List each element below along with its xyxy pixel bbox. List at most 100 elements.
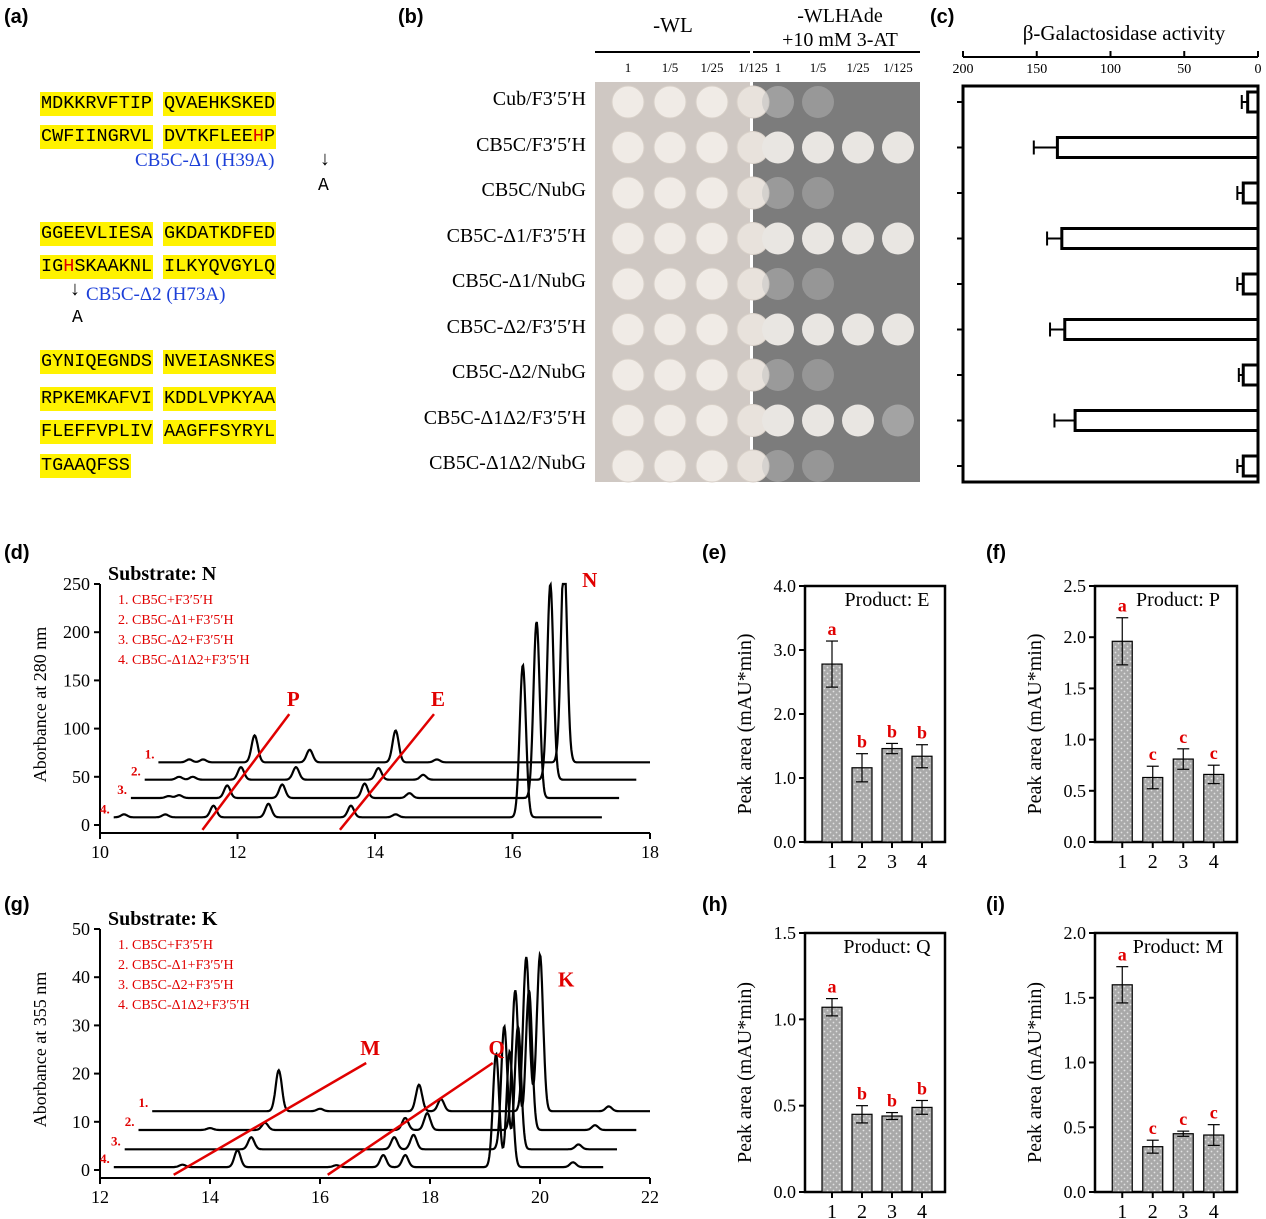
beta-gal-bar: [1241, 272, 1260, 296]
plot-frame: [1093, 584, 1239, 844]
y-tick-label: 1.5: [1064, 678, 1087, 698]
wlhade-header: -WLHAde: [797, 5, 883, 27]
trace-label: 2.: [125, 1114, 135, 1129]
yeast-colony: [653, 222, 687, 255]
trace-label: 4.: [100, 1151, 110, 1166]
y-tick-label: 0: [81, 815, 90, 835]
yeast-colony: [695, 267, 729, 301]
yeast-colony: [695, 131, 729, 164]
chart-title: Product: M: [1133, 936, 1224, 958]
dilution-label: 1/5: [662, 60, 679, 75]
trace-line: [158, 582, 650, 764]
beta-gal-chart: β-Galactosidase activity 200 150 100 50 0: [953, 21, 1262, 484]
peak-guide-line: [338, 713, 435, 831]
sequence-segment: MDKKRVFTIP: [40, 92, 154, 116]
y-tick-label: 50: [72, 919, 90, 939]
yeast-colony: [695, 313, 729, 346]
bar: [1203, 773, 1225, 843]
sequence-segment: CWFIINGRVL: [40, 125, 154, 149]
peak-guide-line: [173, 1061, 367, 1176]
trace-label: 1.: [145, 746, 155, 761]
trace-line: [113, 1048, 604, 1169]
panel-label-i: (i): [986, 894, 1005, 916]
x-tick-label: 100: [1100, 62, 1121, 77]
x-tick-label: 20: [531, 1187, 549, 1207]
panel-label-c: (c): [930, 6, 955, 28]
x-tick-label: 4: [1209, 1201, 1219, 1219]
y-tick-label: 0.0: [1064, 1182, 1087, 1202]
substitution-label: A: [318, 176, 329, 196]
yeast-colony: [802, 313, 834, 346]
yeast-colony: [802, 404, 834, 437]
x-tick-label: 200: [953, 62, 974, 77]
x-tick-label: 12: [229, 842, 247, 862]
bar: [851, 1113, 873, 1193]
panel-label-f: (f): [986, 542, 1006, 564]
y-tick-label: 100: [63, 719, 90, 739]
peak-label: N: [582, 568, 597, 592]
significance-letter: b: [887, 1091, 897, 1111]
trace-label: 1.: [139, 1095, 149, 1110]
yeast-colony: [736, 449, 770, 483]
x-tick-label: 4: [917, 851, 927, 873]
beta-gal-bar: [1246, 90, 1260, 114]
legend-item: 4. CB5C-Δ1Δ2+F3′5′H: [118, 653, 250, 668]
trace-line: [152, 950, 650, 1113]
yeast-colony: [802, 177, 834, 209]
yeast-colony: [882, 131, 914, 164]
x-tick-label: 16: [311, 1187, 329, 1207]
panel-label-h: (h): [702, 894, 728, 916]
substitution-label: A: [72, 308, 83, 328]
bar-chart-f: Product: P 0.0 0.5 1.0 1.5 2.0 2.5 Peak area (m…: [1024, 576, 1239, 873]
chart-title: Substrate: K: [108, 908, 218, 930]
legend-item: 3. CB5C-Δ2+F3′5′H: [118, 633, 234, 648]
peak-label: E: [431, 687, 445, 711]
dilution-label: 1/125: [738, 60, 768, 75]
x-tick-label: 4: [917, 1201, 927, 1219]
yeast-colony: [762, 450, 794, 482]
yeast-colony: [653, 404, 687, 437]
peak-label: P: [287, 687, 300, 711]
yeast-colony: [611, 404, 645, 437]
y-tick-label: 10: [72, 1112, 90, 1132]
y2h-row-label: CB5C/NubG: [481, 179, 586, 201]
x-tick-label: 18: [641, 842, 659, 862]
yeast-colony: [882, 222, 914, 255]
y-tick-label: 40: [72, 967, 90, 987]
x-tick-label: 16: [504, 842, 522, 862]
x-tick-label: 12: [91, 1187, 109, 1207]
yeast-colony: [736, 176, 770, 210]
trace-label: 3.: [111, 1133, 121, 1148]
trace-line: [130, 621, 620, 800]
x-tick-label: 18: [421, 1187, 439, 1207]
legend-item: 2. CB5C-Δ1+F3′5′H: [118, 958, 234, 973]
dilution-label: 1/125: [883, 60, 913, 75]
yeast-colony: [695, 404, 729, 437]
legend-item: 2. CB5C-Δ1+F3′5′H: [118, 613, 234, 628]
x-tick-label: 3: [1178, 1201, 1188, 1219]
x-tick-label: 2: [857, 1201, 867, 1219]
peak-label: M: [360, 1036, 380, 1060]
yeast-colony: [802, 268, 834, 300]
legend-item: 1. CB5C+F3′5′H: [118, 593, 213, 608]
sequence-segment: RPKEMKAFVI: [40, 387, 154, 411]
sequence-segment: TGAAQFSS: [40, 454, 131, 478]
sequence-row: RPKEMKAFVI KDDLVPKYAA: [40, 387, 277, 411]
y-axis-label: Peak area (mAU*min): [734, 982, 756, 1163]
bar: [1111, 640, 1133, 843]
y-tick-label: 1.0: [1064, 1053, 1087, 1073]
yeast-colony: [611, 176, 645, 210]
bar: [821, 1006, 843, 1193]
y-tick-label: 0.0: [774, 1182, 797, 1202]
bar-chart-i: Product: M 0.0 0.5 1.0 1.5 2.0 Peak area (mAU*…: [1024, 923, 1239, 1219]
y2h-plates: -WL -WLHAde+10 mM 3-AT1 11/5 1/51/25 1/251/1…: [595, 5, 920, 483]
yeast-colony: [802, 450, 834, 482]
panel-label-d: (d): [4, 542, 30, 564]
yeast-colony: [653, 267, 687, 301]
trace-label: 4.: [100, 801, 110, 816]
y-tick-label: 50: [72, 767, 90, 787]
yeast-colony: [762, 86, 794, 118]
yeast-colony: [695, 176, 729, 210]
wlhade-header: +10 mM 3-AT: [782, 29, 898, 51]
yeast-colony: [653, 313, 687, 346]
